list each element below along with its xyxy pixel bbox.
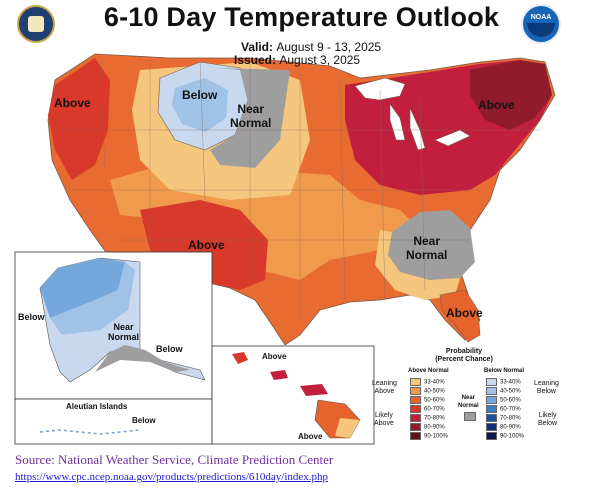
legend-above-swatch (410, 405, 421, 413)
page-title: 6-10 Day Temperature Outlook (103, 2, 500, 32)
label-alaska-near-normal: Near Normal (108, 322, 140, 342)
legend-below-swatch (486, 387, 497, 395)
legend-above-row: 50-60% (410, 396, 445, 404)
legend-below-row: 60-70% (486, 405, 521, 413)
great-lakes (354, 77, 471, 151)
hawaii-oahu (270, 370, 288, 380)
issued-date: Issued: August 3, 2025 (234, 53, 360, 67)
label-alaska-below-west: Below (18, 312, 45, 322)
legend-above-header: Above Normal (408, 368, 449, 374)
legend-above-swatch (410, 432, 421, 440)
legend-below-row: 40-50% (486, 387, 521, 395)
legend-above-label: 70-80% (424, 415, 445, 422)
legend-below-label: 80-90% (500, 424, 521, 431)
alaska-leaning-below (50, 262, 135, 335)
aleutian-inset-box (14, 398, 213, 445)
alaska-likely-below (40, 258, 125, 318)
legend-above-label: 60-70% (424, 406, 445, 413)
legend-above-row: 40-50% (410, 387, 445, 395)
legend-likely-above: Likely Above (374, 412, 394, 427)
legend-above-swatch (410, 378, 421, 386)
new-england-core (470, 60, 552, 130)
label-southwest-above: Above (188, 238, 225, 252)
legend-below-label: 40-50% (500, 388, 521, 395)
legend-below-swatch (486, 414, 497, 422)
legend-above-row: 80-90% (410, 423, 445, 431)
southwest-likely-above (140, 200, 268, 290)
florida-above (439, 289, 481, 343)
legend-below-label: 33-40% (500, 379, 521, 386)
legend-below-swatch (486, 405, 497, 413)
legend-title: Probability (Percent Chance) (435, 348, 493, 363)
label-aleutian-islands: Aleutian Islands (66, 402, 128, 411)
legend-below-label: 70-80% (500, 415, 521, 422)
issued-value: August 3, 2025 (279, 53, 361, 67)
hawaii-maui (300, 384, 328, 396)
legend-below-label: 60-70% (500, 406, 521, 413)
label-northern-plains-below: Below (182, 88, 218, 102)
legend-above-label: 40-50% (424, 388, 445, 395)
probability-legend: Probability (Percent Chance) Above Norma… (372, 346, 586, 446)
label-northern-rockies-near-normal: Near Normal (230, 102, 272, 130)
label-southeast-near-normal: Near Normal (406, 234, 448, 262)
legend-below-header: Below Normal (484, 368, 525, 374)
hawaii-big-island-leaning (335, 418, 360, 438)
legend-above-label: 50-60% (424, 397, 445, 404)
legend-above-swatch (410, 387, 421, 395)
label-florida-above: Above (446, 306, 483, 320)
southeast-near-normal (388, 210, 475, 280)
source-link[interactable]: https://www.cpc.ncep.noaa.gov/products/p… (15, 471, 329, 483)
state-boundaries (55, 59, 540, 320)
legend-leaning-below: Leaning Below (534, 380, 559, 395)
legend-above-row: 70-80% (410, 414, 445, 422)
legend-below-label: 50-60% (500, 397, 521, 404)
noaa-logo: NOAA (521, 4, 561, 44)
legend-above-label: 33-40% (424, 379, 445, 386)
legend-below-row: 90-100% (486, 432, 524, 440)
source-credit: Source: National Weather Service, Climat… (15, 452, 334, 467)
legend-above-label: 90-100% (424, 433, 449, 440)
noaa-logo-text: NOAA (530, 14, 552, 21)
label-alaska-below-south: Below (156, 344, 183, 354)
legend-below-row: 33-40% (486, 378, 521, 386)
legend-above-label: 80-90% (424, 424, 445, 431)
alaska-near-normal (95, 345, 190, 372)
legend-below-row: 50-60% (486, 396, 521, 404)
legend-near-header: Near Normal (458, 395, 479, 409)
legend-below-swatch (486, 423, 497, 431)
southeast-leaning-above-ring (375, 230, 460, 300)
legend-above-swatch (410, 414, 421, 422)
legend-below-swatch (486, 378, 497, 386)
commerce-seal-logo (17, 5, 55, 43)
legend-below-swatch (486, 432, 497, 440)
valid-value: August 9 - 13, 2025 (276, 40, 382, 54)
west-coast-likely-above (48, 58, 110, 180)
valid-dates: Valid: August 9 - 13, 2025 (241, 40, 381, 54)
label-aleutian-below: Below (132, 416, 156, 425)
label-west-coast-above: Above (54, 96, 91, 110)
legend-below-swatch (486, 396, 497, 404)
legend-above-row: 90-100% (410, 432, 448, 440)
valid-label: Valid: (241, 40, 274, 54)
label-northeast-above: Above (478, 98, 515, 112)
legend-below-row: 80-90% (486, 423, 521, 431)
legend-below-row: 70-80% (486, 414, 521, 422)
northern-plains-below-core (172, 78, 228, 132)
legend-near-swatch (464, 412, 476, 421)
legend-above-swatch (410, 396, 421, 404)
legend-above-row: 33-40% (410, 378, 445, 386)
issued-label: Issued: (234, 53, 277, 67)
legend-leaning-above: Leaning Above (372, 380, 397, 395)
label-hawaii-above-north: Above (262, 352, 287, 361)
legend-likely-below: Likely Below (538, 412, 558, 427)
hawaii-kauai (232, 352, 248, 364)
legend-below-label: 90-100% (500, 433, 525, 440)
aleutian-islands (39, 429, 141, 435)
legend-above-swatch (410, 423, 421, 431)
legend-above-row: 60-70% (410, 405, 445, 413)
label-hawaii-above-south: Above (298, 432, 323, 441)
